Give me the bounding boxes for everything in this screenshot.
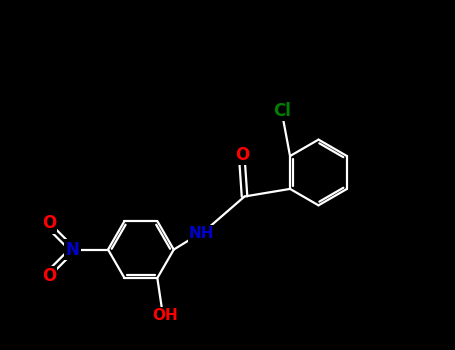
Text: OH: OH	[152, 308, 178, 323]
Text: O: O	[42, 214, 56, 232]
Text: O: O	[235, 146, 249, 164]
Text: NH: NH	[189, 226, 214, 241]
Text: Cl: Cl	[273, 102, 291, 120]
Text: O: O	[42, 267, 56, 285]
Text: N: N	[66, 240, 80, 259]
